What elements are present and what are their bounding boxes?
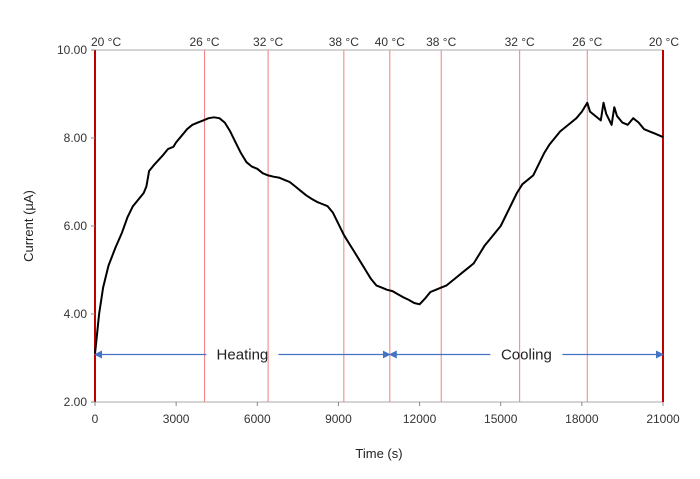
x-tick-label: 15000 <box>484 412 518 426</box>
x-tick-label: 21000 <box>646 412 680 426</box>
temperature-marker-label: 32 °C <box>505 35 535 49</box>
temperature-marker-label: 38 °C <box>426 35 456 49</box>
x-tick-label: 9000 <box>325 412 352 426</box>
x-tick-label: 6000 <box>244 412 271 426</box>
current-series-line <box>94 101 664 354</box>
y-tick-label: 4.00 <box>64 307 88 321</box>
y-tick-label: 8.00 <box>64 131 88 145</box>
x-tick-label: 3000 <box>163 412 190 426</box>
temperature-marker-label: 26 °C <box>572 35 602 49</box>
x-tick-label: 18000 <box>565 412 599 426</box>
y-tick-label: 10.00 <box>57 43 87 57</box>
x-tick-label: 12000 <box>403 412 437 426</box>
phase-label: Heating <box>217 346 269 363</box>
phase-label: Cooling <box>501 346 552 363</box>
temperature-marker-label: 32 °C <box>253 35 283 49</box>
x-axis-title: Time (s) <box>355 446 402 461</box>
temperature-marker-label: 20 °C <box>91 35 121 49</box>
y-tick-label: 6.00 <box>64 219 88 233</box>
x-tick-label: 0 <box>92 412 99 426</box>
temperature-marker-label: 26 °C <box>189 35 219 49</box>
temperature-marker-label: 40 °C <box>375 35 405 49</box>
temperature-marker-label: 38 °C <box>329 35 359 49</box>
y-tick-label: 2.00 <box>64 395 88 409</box>
temperature-marker-label: 20 °C <box>649 35 679 49</box>
y-axis-title: Current (µA) <box>21 190 36 262</box>
